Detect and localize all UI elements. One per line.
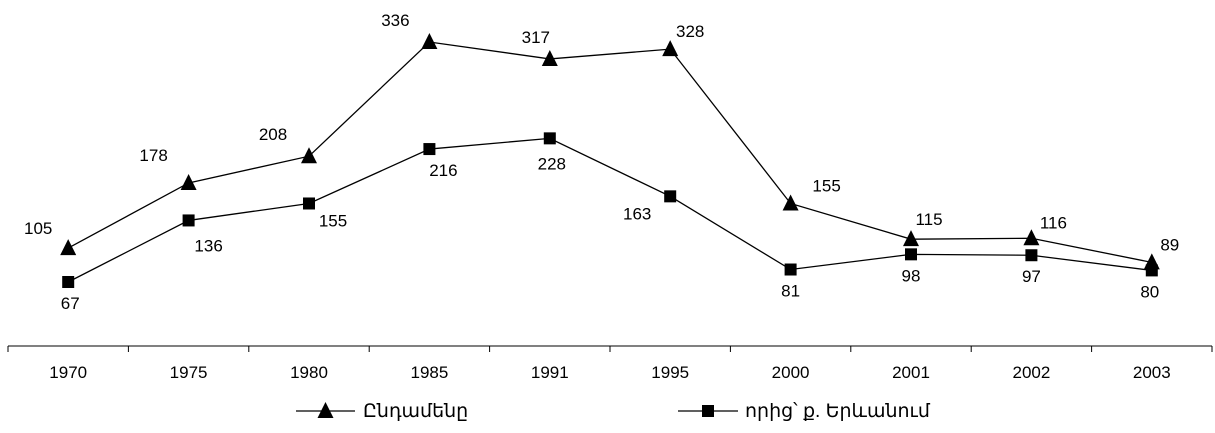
triangle-marker xyxy=(180,173,197,190)
triangle-marker xyxy=(421,33,438,49)
x-axis xyxy=(7,345,1213,352)
x-tick-label: 1975 xyxy=(170,363,208,382)
legend-triangle-icon xyxy=(317,402,334,418)
square-marker xyxy=(182,214,195,227)
x-tick-label: 1970 xyxy=(49,363,87,382)
x-tick-label: 2000 xyxy=(772,363,810,382)
data-label: 105 xyxy=(24,219,52,238)
x-tick-label: 2001 xyxy=(892,363,930,382)
data-label: 328 xyxy=(676,22,704,41)
triangle-marker xyxy=(541,49,558,66)
square-marker xyxy=(784,263,797,276)
square-marker xyxy=(62,276,75,288)
data-label: 81 xyxy=(781,282,800,301)
x-tick-label: 1991 xyxy=(531,363,569,382)
data-label: 178 xyxy=(139,146,167,165)
data-label: 155 xyxy=(319,211,347,230)
triangle-marker xyxy=(903,230,919,247)
data-label: 115 xyxy=(915,210,942,229)
x-tick-label: 2002 xyxy=(1012,363,1050,382)
legend-square-icon xyxy=(702,405,714,417)
x-tick-labels: 1970 1975 1980 1985 1991 1995 2000 2001 2002 2003 xyxy=(49,363,1170,382)
square-marker xyxy=(664,190,677,203)
legend: Ընդամենը որից՝ ք. Երևանում xyxy=(296,401,931,422)
data-label: 116 xyxy=(1040,213,1067,232)
triangle-marker xyxy=(782,194,799,211)
data-label: 163 xyxy=(623,204,651,223)
series-line xyxy=(67,41,1152,264)
triangle-marker xyxy=(60,239,77,256)
data-labels: 105 178 208 336 317 328 155 115 116 89 67 136 155 216… xyxy=(24,11,1179,313)
data-label: 317 xyxy=(522,28,550,47)
triangle-marker xyxy=(1023,229,1040,246)
x-tick-label: 1980 xyxy=(290,363,328,382)
triangle-marker xyxy=(662,40,679,57)
series-markers xyxy=(60,33,1160,288)
square-marker xyxy=(543,132,556,145)
x-tick-label: 2003 xyxy=(1133,363,1171,382)
series-line xyxy=(67,137,1152,283)
data-label: 80 xyxy=(1140,282,1159,301)
data-label: 208 xyxy=(259,125,287,144)
data-label: 97 xyxy=(1022,267,1041,286)
data-label: 67 xyxy=(61,294,80,313)
data-label: 216 xyxy=(429,161,457,180)
legend-label: որից՝ ք. Երևանում xyxy=(745,401,931,422)
data-label: 98 xyxy=(902,266,921,285)
square-marker xyxy=(1025,249,1038,262)
x-tick-label: 1985 xyxy=(410,363,448,382)
triangle-marker xyxy=(301,147,317,164)
data-label: 89 xyxy=(1160,235,1179,254)
square-marker xyxy=(1145,264,1158,277)
data-label: 336 xyxy=(381,11,409,30)
square-marker xyxy=(303,197,315,210)
series-lines xyxy=(67,41,1152,283)
x-tick-label: 1995 xyxy=(651,363,689,382)
square-marker xyxy=(423,143,436,156)
legend-label: Ընդամենը xyxy=(363,401,468,422)
data-label: 228 xyxy=(538,154,566,173)
data-label: 136 xyxy=(194,236,222,255)
data-label: 155 xyxy=(812,176,840,195)
square-marker xyxy=(905,248,917,261)
